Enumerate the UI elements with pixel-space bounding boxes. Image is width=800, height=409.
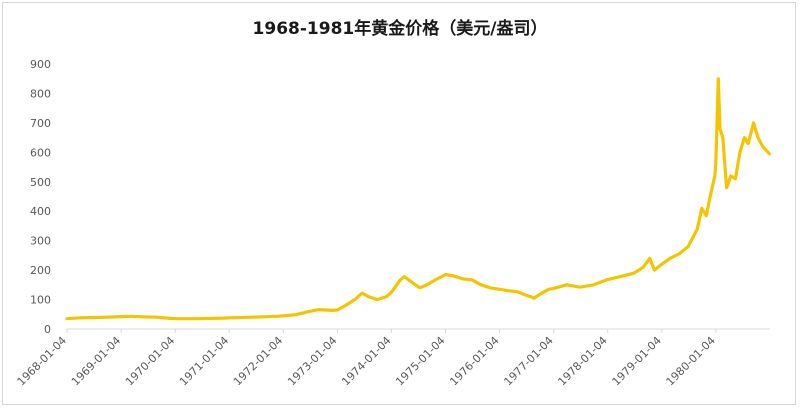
- y-tick-label-100: 100: [30, 294, 51, 307]
- y-tick-label-500: 500: [30, 176, 51, 189]
- x-tick-label-1975-01-04: 1975-01-04: [393, 334, 447, 388]
- x-tick-label-1974-01-04: 1974-01-04: [339, 334, 393, 388]
- x-tick-label-1968-01-04: 1968-01-04: [15, 334, 69, 388]
- chart-title: 1968-1981年黄金价格（美元/盎司）: [252, 19, 548, 39]
- y-tick-label-200: 200: [30, 264, 51, 277]
- y-tick-label-800: 800: [30, 87, 51, 100]
- y-tick-label-400: 400: [30, 205, 51, 218]
- x-tick-label-1971-01-04: 1971-01-04: [177, 334, 231, 388]
- series-line-gold-price: [65, 77, 772, 321]
- x-axis-ticks: 1968-01-04 1969-01-04 1970-01-04 1971-01-04…: [15, 329, 718, 388]
- x-tick-label-1972-01-04: 1972-01-04: [231, 334, 285, 388]
- x-tick-label-1969-01-04: 1969-01-04: [69, 334, 123, 388]
- x-tick-label-1973-01-04: 1973-01-04: [285, 334, 339, 388]
- y-tick-label-600: 600: [30, 146, 51, 159]
- x-tick-label-1976-01-04: 1976-01-04: [447, 334, 501, 388]
- y-tick-label-700: 700: [30, 117, 51, 130]
- x-tick-label-1978-01-04: 1978-01-04: [555, 334, 609, 388]
- y-axis-ticks: 0 100 200 300 400 500 600 700 800 900: [30, 58, 51, 336]
- y-tick-label-300: 300: [30, 235, 51, 248]
- x-tick-label-1977-01-04: 1977-01-04: [501, 334, 555, 388]
- y-tick-label-0: 0: [44, 323, 51, 336]
- x-tick-label-1979-01-04: 1979-01-04: [610, 334, 664, 388]
- chart-frame: [2, 2, 796, 405]
- x-tick-label-1970-01-04: 1970-01-04: [123, 334, 177, 388]
- x-tick-label-1980-01-04: 1980-01-04: [664, 334, 718, 388]
- y-tick-label-900: 900: [30, 58, 51, 71]
